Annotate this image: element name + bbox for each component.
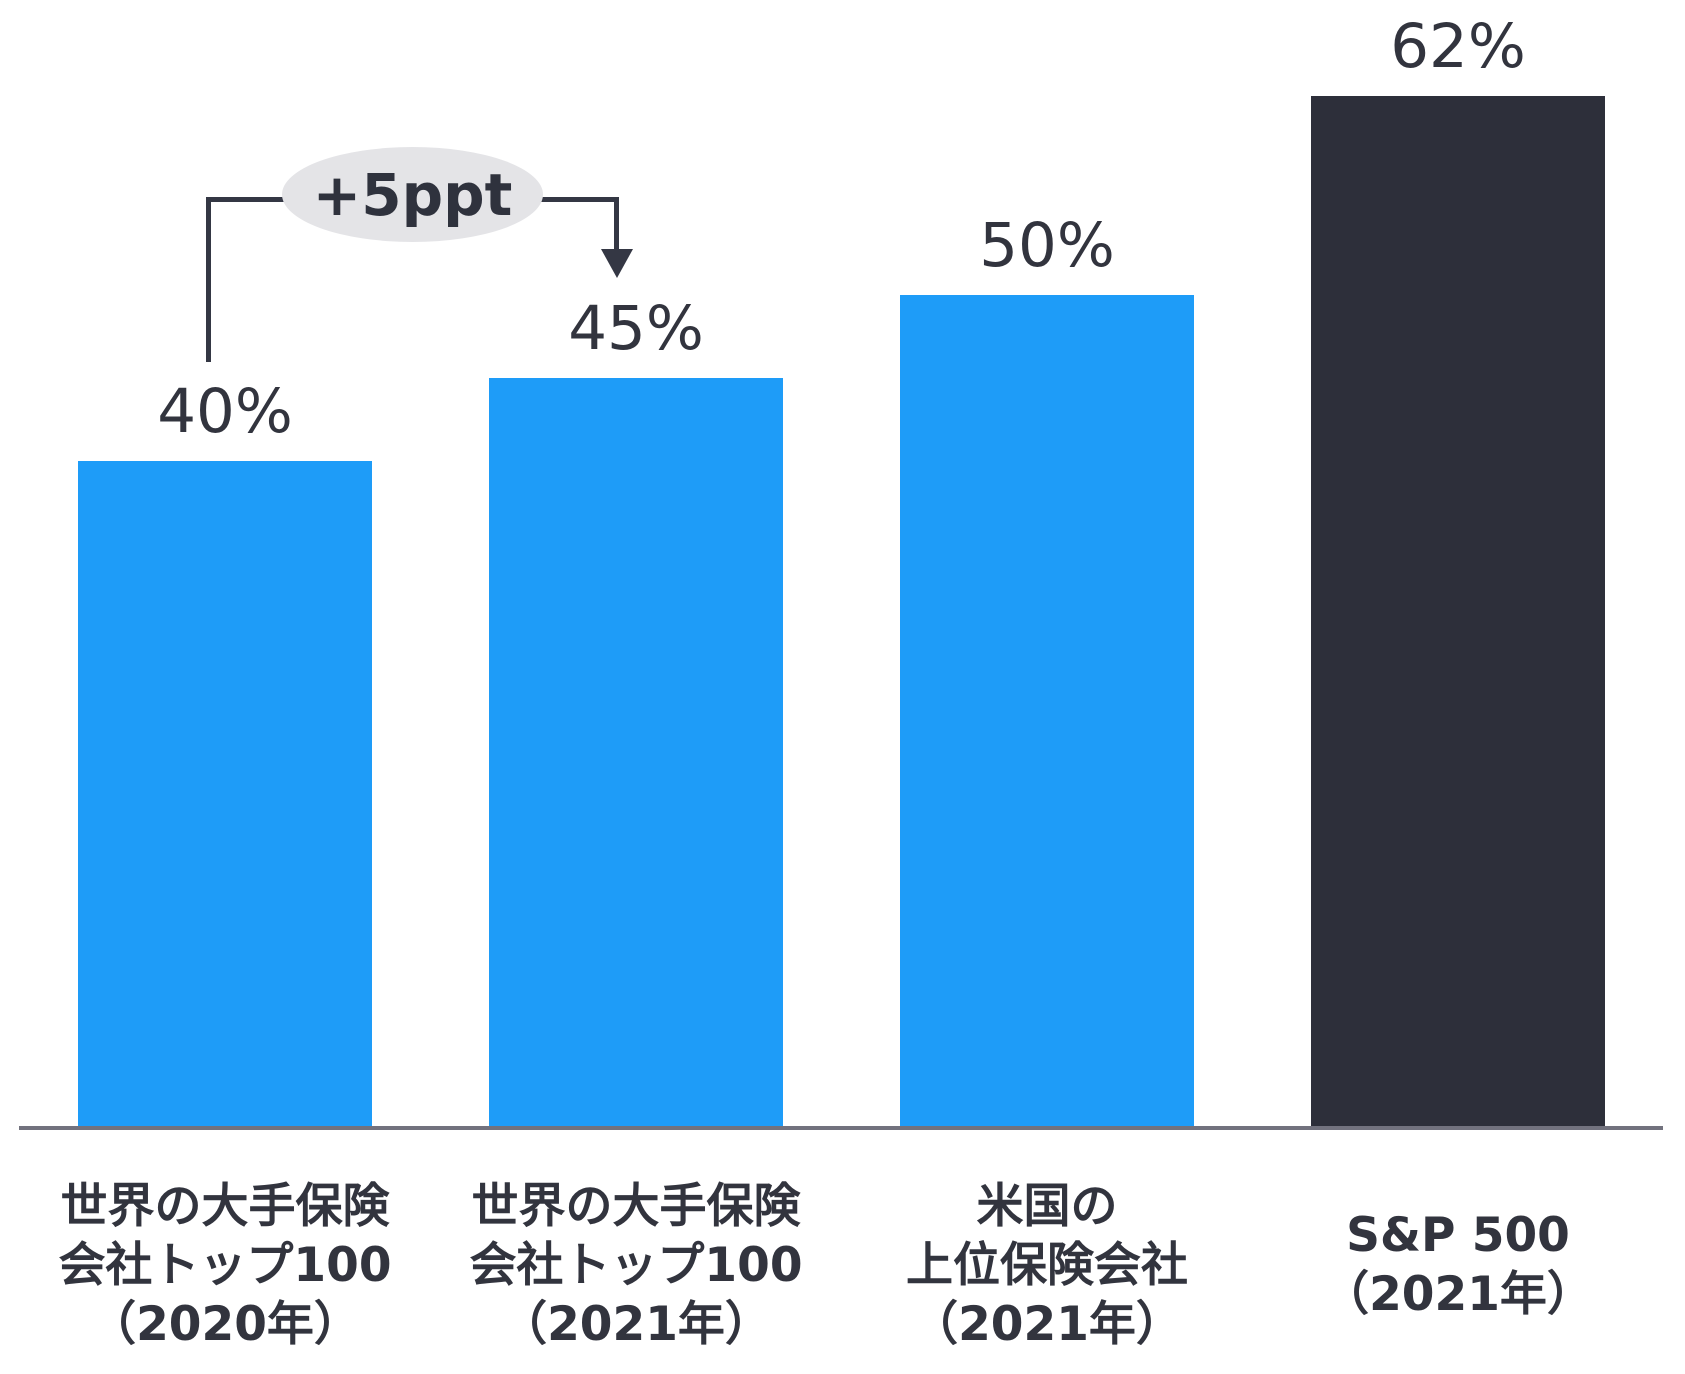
annotation-connector-right-vertical (614, 197, 619, 251)
annotation-connector-left-horizontal (206, 197, 318, 202)
bar-value-label-2: 45% (568, 293, 704, 364)
category-label-line: 世界の大手保険 (471, 1178, 801, 1234)
bar-value-label-1: 40% (157, 376, 293, 447)
category-label-line: （2021年） (1322, 1267, 1594, 1322)
category-label-3: 米国の 上位保険会社 （2021年） (842, 1170, 1252, 1360)
annotation-bubble: +5ppt (282, 147, 543, 242)
bar-2 (489, 378, 783, 1126)
category-label-line: 会社トップ100 (469, 1237, 803, 1293)
category-label-line: S&P 500 (1346, 1208, 1570, 1263)
category-label-line: （2020年） (89, 1296, 361, 1352)
bar-4 (1311, 96, 1605, 1126)
x-axis-line (19, 1126, 1663, 1130)
category-label-2: 世界の大手保険 会社トップ100 （2021年） (431, 1170, 841, 1360)
category-label-line: 上位保険会社 (906, 1237, 1188, 1293)
category-label-line: （2021年） (500, 1296, 772, 1352)
category-label-line: 米国の (976, 1178, 1118, 1234)
bar-3 (900, 295, 1194, 1126)
category-label-line: 会社トップ100 (58, 1237, 392, 1293)
annotation-connector-right-horizontal (505, 197, 619, 202)
arrow-down-icon (601, 249, 633, 278)
category-label-line: 世界の大手保険 (60, 1178, 390, 1234)
category-label-4: S&P 500 （2021年） (1253, 1170, 1663, 1360)
category-label-1: 世界の大手保険 会社トップ100 （2020年） (20, 1170, 430, 1360)
bar-value-label-4: 62% (1390, 11, 1526, 82)
category-label-line: （2021年） (911, 1296, 1183, 1352)
annotation-text: +5ppt (312, 160, 513, 229)
bar-value-label-3: 50% (979, 210, 1115, 281)
annotation-connector-left-vertical (206, 197, 211, 362)
bar-1 (78, 461, 372, 1126)
